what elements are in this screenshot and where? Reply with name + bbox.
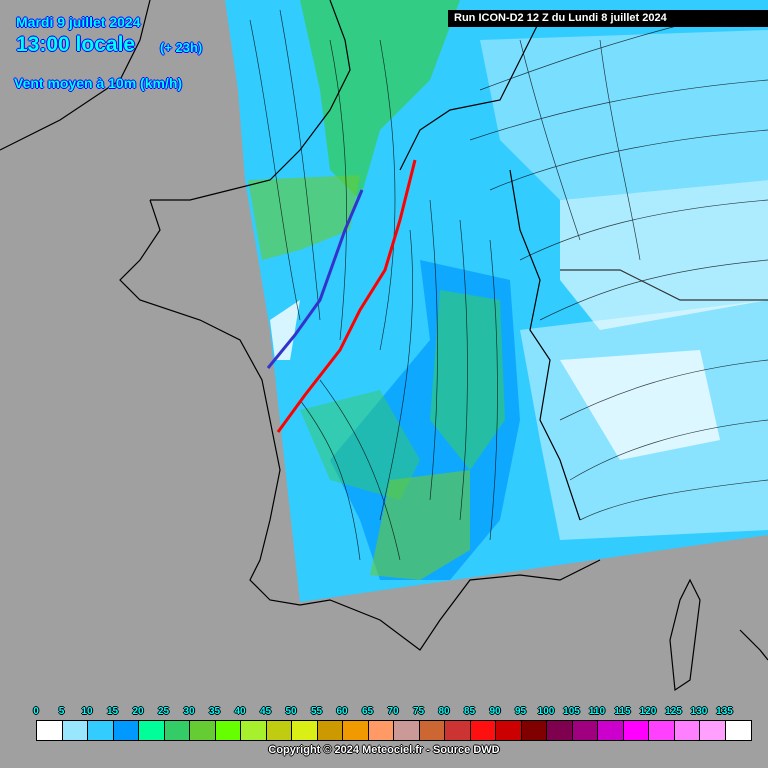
cold-front-line <box>266 189 364 369</box>
forecast-time: 13:00 locale <box>16 33 136 56</box>
legend-swatch <box>88 721 114 740</box>
legend-swatch <box>725 721 751 740</box>
wind-speed-patches <box>248 0 768 580</box>
legend-tick: 0 <box>33 706 39 717</box>
legend-swatch <box>190 721 216 740</box>
legend-swatch <box>139 721 165 740</box>
warm-front-line <box>276 159 417 433</box>
legend-tick: 95 <box>514 706 527 717</box>
legend-swatch <box>37 721 63 740</box>
legend-tick: 80 <box>438 706 450 717</box>
legend-tick: 120 <box>639 706 657 717</box>
legend-tick: 65 <box>361 706 374 717</box>
wind-streamlines <box>249 9 768 561</box>
legend-tick: 40 <box>234 706 246 717</box>
legend-swatch <box>292 721 318 740</box>
legend-tick: 35 <box>208 706 221 717</box>
legend-swatch <box>368 721 394 740</box>
legend-swatch <box>572 721 598 740</box>
legend-tick: 25 <box>157 706 170 717</box>
legend-swatch <box>649 721 675 740</box>
legend-swatch <box>215 721 241 740</box>
legend-swatch <box>623 721 649 740</box>
legend-tick: 125 <box>665 706 682 717</box>
legend-swatch <box>241 721 267 740</box>
forecast-date: Mardi 9 juillet 2024 <box>16 14 141 30</box>
legend-swatch <box>496 721 522 740</box>
legend-tick: 55 <box>310 706 323 717</box>
legend-tick: 110 <box>588 706 606 717</box>
legend-tick: 115 <box>614 706 631 717</box>
legend-tick: 10 <box>81 706 93 717</box>
legend-swatch <box>419 721 445 740</box>
legend-swatch <box>164 721 190 740</box>
lead-time: (+ 23h) <box>160 40 203 55</box>
legend-tick: 30 <box>183 706 195 717</box>
copyright: Copyright © 2024 Meteociel.fr - Source D… <box>268 744 500 756</box>
legend-tick: 105 <box>563 706 580 717</box>
legend-tick: 50 <box>285 706 297 717</box>
legend-swatch <box>700 721 726 740</box>
legend-tick: 5 <box>58 706 65 717</box>
legend-tick: 90 <box>489 706 501 717</box>
legend-swatch <box>674 721 700 740</box>
legend-swatch <box>547 721 573 740</box>
legend-tick: 20 <box>132 706 144 717</box>
legend-swatch <box>598 721 624 740</box>
legend-swatch <box>521 721 547 740</box>
legend-tick: 60 <box>336 706 348 717</box>
legend-tick: 135 <box>716 706 733 717</box>
legend-tick: 100 <box>537 706 555 717</box>
legend-swatch <box>113 721 139 740</box>
legend-tick: 85 <box>463 706 476 717</box>
legend-swatch <box>62 721 88 740</box>
legend-tick: 130 <box>690 706 708 717</box>
legend-swatch <box>317 721 343 740</box>
color-legend <box>36 720 752 741</box>
parameter-label: Vent moyen à 10m (km/h) <box>14 75 183 91</box>
run-label: Run ICON-D2 12 Z du Lundi 8 juillet 2024 <box>448 10 768 27</box>
legend-tick: 70 <box>387 706 399 717</box>
legend-swatch <box>266 721 292 740</box>
legend-tick: 15 <box>106 706 119 717</box>
legend-swatch <box>445 721 471 740</box>
legend-swatch <box>343 721 369 740</box>
legend-swatch <box>470 721 496 740</box>
legend-ticks: 0 5 10 15 20 25 30 35 40 45 50 55 60 65 70 75 80 85 90 95 10… <box>24 706 744 718</box>
legend-swatch <box>394 721 420 740</box>
legend-tick: 45 <box>259 706 272 717</box>
legend-tick: 75 <box>412 706 425 717</box>
